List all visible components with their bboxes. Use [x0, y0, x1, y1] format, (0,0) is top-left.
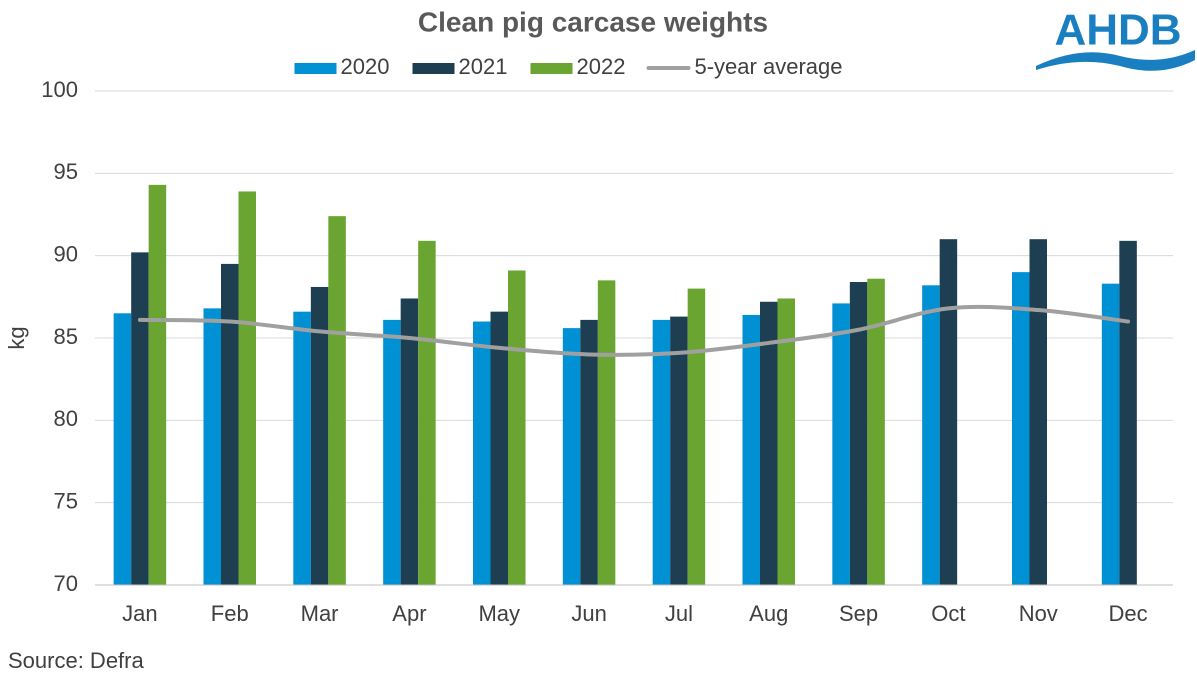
legend-swatch	[530, 63, 573, 74]
x-tick-label: Sep	[839, 601, 878, 626]
x-tick-label: Jun	[571, 601, 606, 626]
logo: AHDB	[1036, 6, 1195, 71]
bar	[473, 321, 491, 585]
bar	[849, 282, 868, 585]
bar	[777, 298, 795, 585]
x-tick-label: Dec	[1109, 601, 1148, 626]
bar	[580, 319, 598, 585]
bar	[238, 191, 256, 586]
x-tick-label: Aug	[749, 601, 788, 626]
bar	[508, 270, 526, 585]
legend-swatch	[412, 63, 455, 74]
bar	[328, 216, 346, 585]
bar	[221, 263, 239, 585]
x-tick-label: Nov	[1019, 601, 1058, 626]
bar	[742, 314, 760, 585]
line	[137, 304, 1131, 357]
bar	[562, 328, 581, 585]
x-tick-label: Jan	[122, 601, 157, 626]
bar	[148, 184, 167, 586]
bar	[760, 301, 778, 585]
legend-item: 2021	[412, 54, 508, 79]
bar	[652, 319, 671, 585]
bar	[867, 278, 885, 585]
bar	[113, 313, 132, 585]
x-tick-label: Jul	[665, 601, 693, 626]
bar	[383, 319, 401, 585]
chart-title: Clean pig carcase weights	[418, 6, 768, 37]
source: Source: Defra	[8, 648, 144, 673]
bar	[131, 252, 149, 585]
bar	[687, 288, 706, 585]
bar	[1029, 239, 1047, 585]
y-tick-label: 100	[41, 77, 78, 102]
bar	[490, 311, 508, 585]
bar	[418, 240, 436, 585]
y-tick-label: 85	[54, 324, 78, 349]
bar	[203, 308, 221, 585]
y-tick-label: 95	[54, 159, 78, 184]
bar	[832, 303, 850, 585]
y-axis-label: kg	[4, 326, 29, 349]
bar	[939, 239, 958, 585]
bar	[1012, 272, 1030, 585]
x-tick-label: Apr	[392, 601, 426, 626]
logo-wave	[1036, 50, 1195, 71]
bar	[597, 280, 616, 585]
legend-item: 2020	[294, 54, 390, 79]
legend-item: 2022	[530, 54, 626, 79]
bar	[400, 298, 419, 585]
y-tick-label: 70	[54, 571, 78, 596]
legend-label: 5-year average	[695, 54, 843, 79]
bar	[670, 316, 688, 585]
x-tick-label: Mar	[301, 601, 339, 626]
legend-label: 2022	[577, 54, 626, 79]
legend-swatch	[294, 63, 337, 74]
x-tick-label: May	[478, 601, 520, 626]
bar	[922, 285, 940, 585]
y-tick-label: 80	[54, 406, 78, 431]
x-tick-label: Oct	[931, 601, 965, 626]
x-tick-label: Feb	[211, 601, 249, 626]
bar	[1119, 240, 1137, 585]
bar	[310, 286, 329, 585]
y-tick-label: 75	[54, 488, 78, 513]
legend-label: 2020	[341, 54, 390, 79]
legend-item: 5-year average	[646, 54, 843, 79]
bar	[293, 311, 311, 585]
y-tick-label: 90	[54, 241, 78, 266]
legend-label: 2021	[459, 54, 508, 79]
logo-text: AHDB	[1054, 6, 1181, 55]
bar	[1101, 283, 1120, 585]
